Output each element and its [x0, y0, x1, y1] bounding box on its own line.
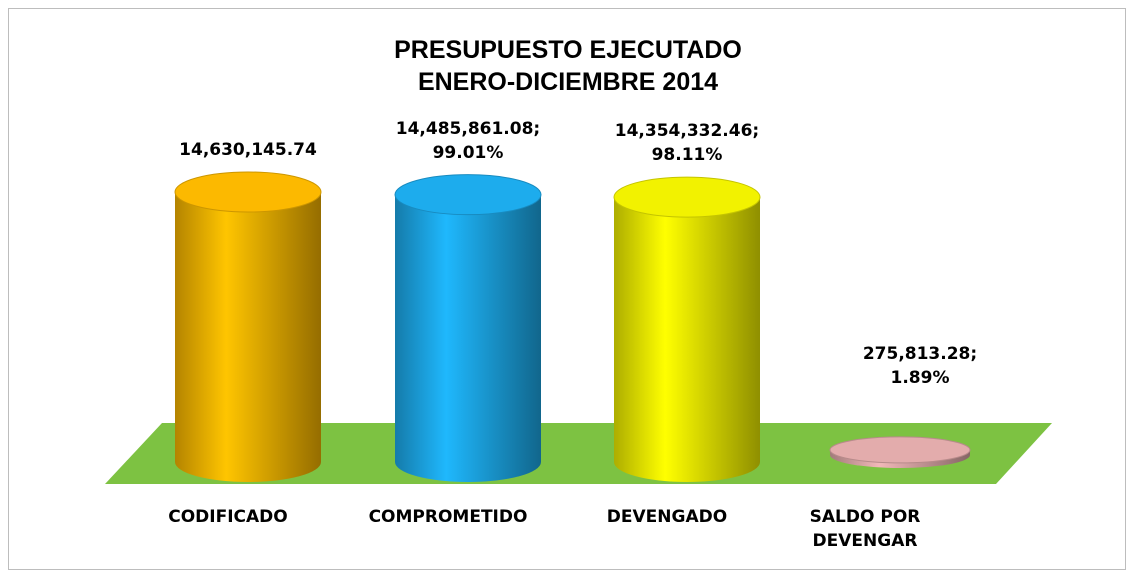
cylinder-body	[395, 194, 541, 462]
cylinder-body	[175, 192, 321, 462]
cylinder-top	[613, 176, 761, 218]
chart-title: PRESUPUESTO EJECUTADO	[394, 36, 742, 64]
data-label: 14,485,861.08; 99.01%	[395, 118, 541, 163]
cylinder-top	[394, 174, 542, 216]
data-label: 14,630,145.74	[179, 140, 317, 160]
chart-title: ENERO-DICIEMBRE 2014	[417, 68, 719, 96]
cylinder	[613, 176, 761, 482]
chart-frame	[8, 8, 1126, 570]
cylinder	[394, 174, 542, 482]
data-label: 275,813.28; 1.89%	[862, 343, 978, 388]
cylinder-body	[614, 197, 760, 462]
data-label: 14,354,332.46; 98.11%	[614, 121, 760, 166]
x-tick-label: DEVENGADO	[606, 507, 728, 527]
floor	[105, 423, 1052, 484]
x-tick-label: CODIFICADO	[168, 507, 288, 527]
cylinder	[174, 171, 322, 482]
x-tick-label: SALDO POR DEVENGAR	[809, 507, 921, 551]
cylinder	[829, 436, 971, 468]
cylinder-top	[829, 436, 971, 464]
x-tick-label: COMPROMETIDO	[368, 507, 528, 527]
cylinder-top	[174, 171, 322, 213]
